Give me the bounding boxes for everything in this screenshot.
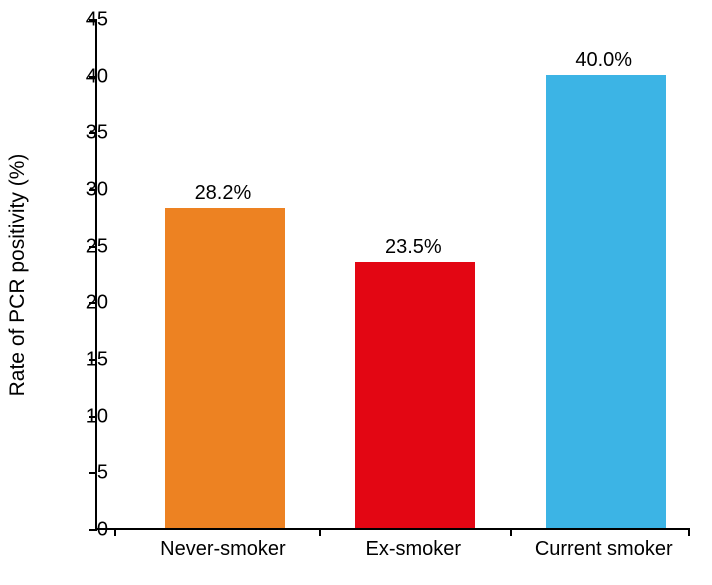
- y-tick-label: 35: [86, 122, 108, 145]
- y-tick: [89, 472, 97, 474]
- y-tick-label: 5: [97, 462, 108, 485]
- plot-area: [95, 20, 690, 530]
- y-tick: [89, 529, 97, 531]
- x-tick: [688, 528, 690, 536]
- x-tick: [510, 528, 512, 536]
- bar-chart: Rate of PCR positivity (%) 0 5 10 15 20 25 30 3…: [0, 0, 712, 585]
- bar-value-label: 40.0%: [575, 49, 632, 72]
- bar: [546, 75, 666, 528]
- y-tick-label: 15: [86, 349, 108, 372]
- bar-value-label: 28.2%: [195, 182, 252, 205]
- x-tick-label: Current smoker: [535, 538, 673, 561]
- bar: [355, 262, 475, 528]
- y-tick-label: 40: [86, 65, 108, 88]
- y-tick-label: 25: [86, 235, 108, 258]
- x-tick: [114, 528, 116, 536]
- bar: [165, 208, 285, 528]
- bar-value-label: 23.5%: [385, 236, 442, 259]
- y-tick-label: 30: [86, 179, 108, 202]
- y-tick-label: 0: [97, 519, 108, 542]
- x-tick-label: Ex-smoker: [366, 538, 462, 561]
- y-tick-label: 10: [86, 405, 108, 428]
- y-axis-label: Rate of PCR positivity (%): [6, 154, 30, 397]
- y-tick-label: 45: [86, 9, 108, 32]
- x-tick: [319, 528, 321, 536]
- x-tick-label: Never-smoker: [160, 538, 286, 561]
- y-tick-label: 20: [86, 292, 108, 315]
